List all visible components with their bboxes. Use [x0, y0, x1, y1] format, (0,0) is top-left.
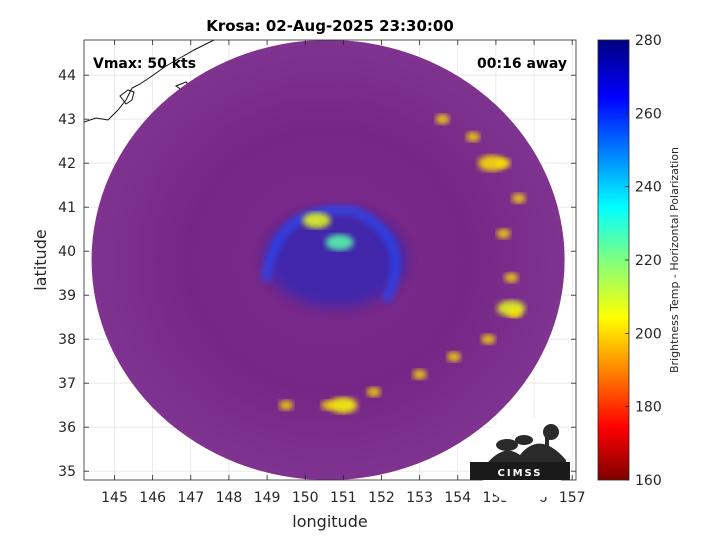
logo-text: CIMSS — [498, 468, 543, 479]
time-offset-annotation: 00:16 away — [477, 56, 567, 72]
colorbar-tick-label: 260 — [635, 106, 662, 122]
colorbar-scale — [597, 39, 630, 481]
chart-title: Krosa: 02-Aug-2025 23:30:00 — [206, 17, 454, 35]
feature-eye-cold-ring — [325, 234, 354, 251]
rainband-cell — [466, 131, 481, 142]
rainband-cell — [412, 369, 427, 380]
y-axis-ticks: 35 36 37 38 39 40 41 42 43 44 — [58, 68, 576, 480]
colorbar-tick-label: 280 — [635, 33, 662, 49]
rainband-cell — [481, 334, 496, 345]
x-tick-label: 148 — [216, 490, 243, 506]
coastline-path — [84, 40, 215, 123]
colorbar-label: Brightness Temp - Horizontal Polarizatio… — [668, 147, 681, 373]
rainband-cell — [321, 400, 336, 411]
x-tick-label: 153 — [406, 490, 433, 506]
x-tick-label: 154 — [444, 490, 471, 506]
coastline-path — [119, 89, 135, 105]
y-axis-label: latitude — [31, 229, 50, 290]
x-tick-label: 145 — [101, 490, 128, 506]
y-tick-label: 40 — [58, 244, 76, 260]
colorbar-tick-label: 220 — [635, 253, 662, 269]
y-tick-label: 37 — [58, 376, 76, 392]
rainband-cell — [496, 228, 511, 239]
axes-frame — [83, 39, 577, 481]
x-tick-label: 146 — [139, 490, 166, 506]
colorbar-tick-label: 200 — [635, 326, 662, 342]
x-tick-label: 157 — [559, 490, 586, 506]
rainband-cell — [511, 193, 526, 204]
rainband-cell — [504, 272, 519, 283]
colorbar-ticks: 160 180 200 220 240 260 280 — [625, 33, 662, 489]
y-tick-label: 43 — [58, 112, 76, 128]
colorbar: 160 180 200 220 240 260 280 Brightness Temp - … — [597, 33, 681, 489]
colorbar-tick-label: 240 — [635, 180, 662, 196]
y-tick-label: 35 — [58, 464, 76, 480]
colorbar-tick-label: 180 — [635, 400, 662, 416]
y-tick-label: 38 — [58, 332, 76, 348]
rainband-cell — [279, 400, 294, 411]
x-tick-label: 149 — [254, 490, 281, 506]
x-tick-label: 147 — [177, 490, 204, 506]
rainband-cell — [507, 307, 522, 318]
plot-area: 145146147148149150151152153154155156157 … — [58, 39, 586, 506]
colorbar-tick-label: 160 — [635, 473, 662, 489]
y-tick-label: 42 — [58, 156, 76, 172]
vmax-annotation: Vmax: 50 kts — [93, 56, 196, 72]
spiral-band — [260, 205, 401, 304]
y-tick-label: 36 — [58, 420, 76, 436]
eyewall-swirl — [265, 211, 406, 308]
y-tick-label: 41 — [58, 200, 76, 216]
y-tick-label: 44 — [58, 68, 76, 84]
rainband-cell — [366, 387, 381, 397]
feature-inner-band — [302, 212, 331, 229]
rainband-cell — [435, 114, 450, 125]
x-tick-label: 151 — [330, 490, 357, 506]
feature-outer-band-NE — [478, 155, 507, 172]
x-tick-label: 150 — [292, 490, 319, 506]
x-tick-label: 152 — [368, 490, 395, 506]
y-tick-label: 39 — [58, 288, 76, 304]
cimss-logo: CIMSS — [470, 416, 570, 504]
rainband-cell — [446, 351, 461, 362]
rainband-cell — [496, 158, 511, 169]
brightness-temp-swath — [91, 40, 565, 480]
x-axis-label: longitude — [292, 512, 367, 531]
feature-outer-band-S — [329, 397, 358, 414]
